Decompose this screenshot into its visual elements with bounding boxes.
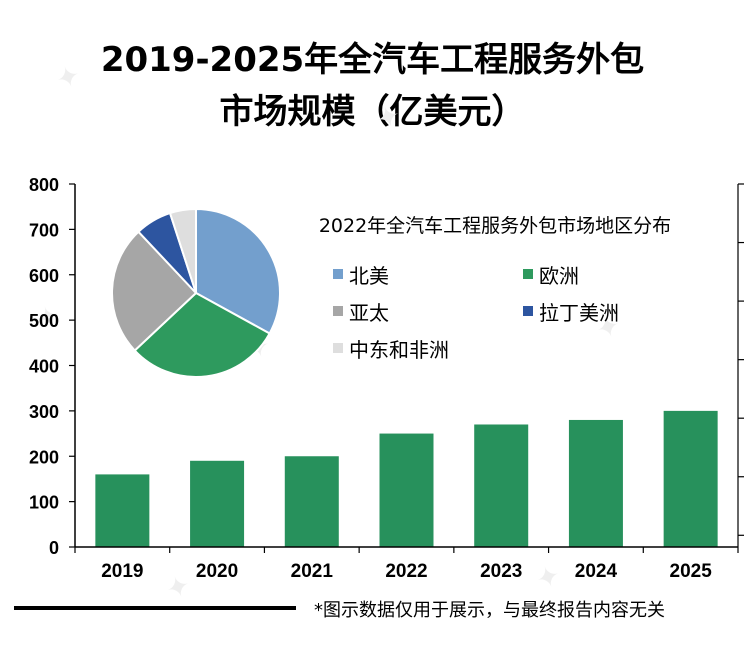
y-tick-label-500: 500 [29,311,59,331]
secondary-y-axis [737,183,744,547]
watermark-logo-6: ✦ [162,569,194,606]
bar-2025 [663,410,718,547]
footnote: *图示数据仅用于展示，与最终报告内容无关 [314,600,665,621]
bar-2022 [379,433,434,547]
pie-slice-北美 [195,207,281,335]
x-tick-label-2023: 2023 [480,561,522,582]
legend-label-亚太: 亚太 [349,301,389,325]
watermark-logo-5: ✦ [532,559,564,596]
chart-title: 2019-2025年全汽车工程服务外包 市场规模（亿美元） [0,34,745,138]
legend-swatch-亚太 [333,306,343,316]
pie-title: 2022年全汽车工程服务外包市场地区分布 [319,215,671,237]
x-axis: 2019 2020 2021 2022 2023 2024 2025 [74,546,739,582]
legend-swatch-北美 [333,269,343,279]
bar-2021 [284,456,339,547]
bar-series [95,410,718,547]
legend-swatch-拉丁美洲 [523,306,533,316]
x-tick-label-2024: 2024 [575,561,618,582]
bar-2019 [95,474,150,547]
y-tick-label-600: 600 [29,266,59,286]
legend-swatch-欧洲 [523,269,533,279]
y-tick-label-100: 100 [29,493,59,513]
chart-title-line2: 市场规模（亿美元） [219,92,526,132]
x-tick-label-2021: 2021 [291,561,334,582]
x-tick-label-2022: 2022 [385,561,427,582]
chart-title-line1: 2019-2025年全汽车工程服务外包 [100,40,645,80]
pie-slice-中东和非洲 [168,207,197,294]
x-tick-label-2020: 2020 [196,561,238,582]
y-tick-label-400: 400 [29,357,59,377]
bar-2020 [190,460,245,547]
legend-label-拉丁美洲: 拉丁美洲 [539,301,619,325]
pie-chart [111,207,281,378]
x-tick-label-2019: 2019 [101,561,143,582]
y-tick-label-800: 800 [29,175,59,195]
watermark-logo-0: ✦ [52,59,84,96]
y-axis: 0 100 200 300 400 500 600 700 800 [29,175,76,558]
y-tick-label-200: 200 [29,447,59,467]
y-tick-label-0: 0 [49,538,59,558]
legend-label-中东和非洲: 中东和非洲 [349,338,449,362]
footnote-rule [14,606,296,610]
bar-2024 [568,419,623,547]
watermark-logo-1: ✦ [372,99,404,136]
pie-slice-亚太 [111,230,198,352]
pie-slice-欧洲 [133,291,271,378]
legend-label-欧洲: 欧洲 [539,264,579,288]
x-tick-label-2025: 2025 [670,561,713,582]
legend-swatch-中东和非洲 [333,343,343,353]
y-tick-label-300: 300 [29,402,59,422]
legend-label-北美: 北美 [349,264,389,288]
bar-2023 [474,424,529,547]
y-tick-label-700: 700 [29,220,59,240]
